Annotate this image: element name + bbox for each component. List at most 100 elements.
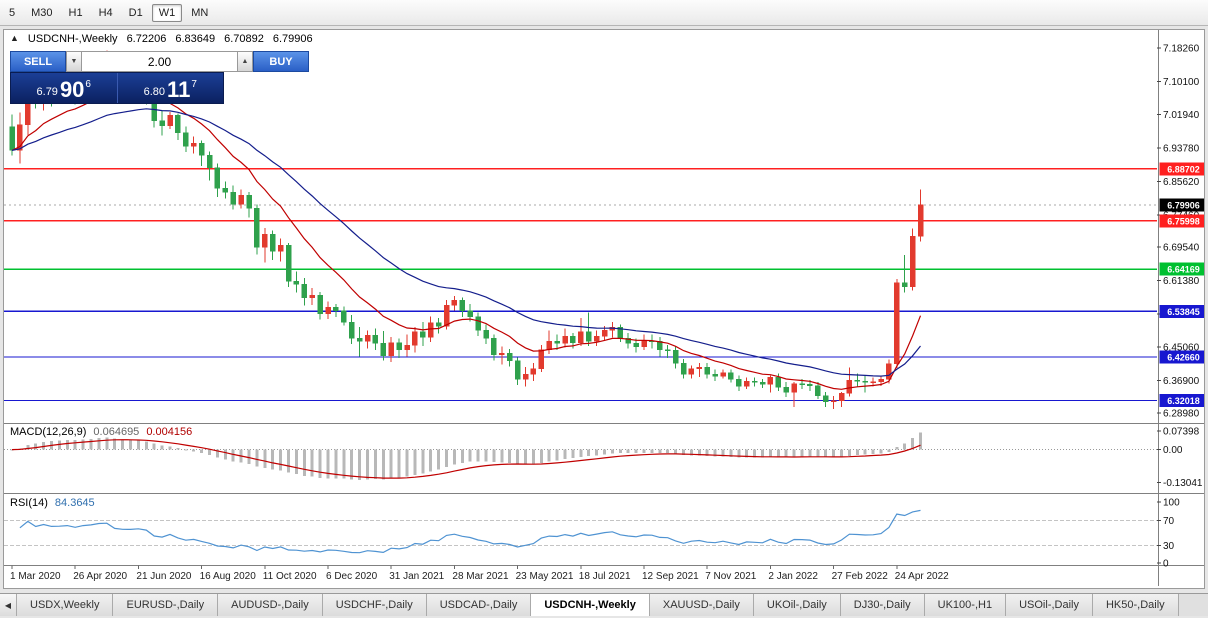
candle-body <box>546 341 552 350</box>
macd-histogram-bar <box>705 449 709 457</box>
tab-audusd-daily[interactable]: AUDUSD-,Daily <box>218 594 323 616</box>
macd-header: MACD(12,26,9) 0.064695 0.004156 <box>10 426 192 438</box>
candle-body <box>451 299 458 306</box>
macd-histogram-bar <box>682 449 685 455</box>
candle-body <box>356 338 363 342</box>
macd-histogram-bar <box>468 449 472 462</box>
symbol-ohlc-header: ▲ USDCNH-,Weekly 6.72206 6.83649 6.70892… <box>10 33 313 45</box>
time-axis-label: 11 Oct 2020 <box>263 571 317 582</box>
timeframe-button-W1[interactable]: W1 <box>151 3 183 22</box>
buy-price-display[interactable]: 6.80 11 7 <box>116 73 224 103</box>
macd-histogram-bar <box>745 449 749 458</box>
timeframe-button-D1[interactable]: D1 <box>128 6 143 19</box>
tab-usdcad-daily[interactable]: USDCAD-,Daily <box>426 594 532 616</box>
candle-body <box>17 124 23 151</box>
candle-body <box>743 380 750 387</box>
tab-usoil-daily[interactable]: USOil-,Daily <box>1006 594 1093 616</box>
macd-histogram-bar <box>658 449 662 453</box>
candle-body <box>443 305 450 327</box>
candle-body <box>641 340 647 347</box>
macd-histogram-bar <box>484 449 488 462</box>
timeframe-button-H4[interactable]: H4 <box>98 6 113 19</box>
buy-button[interactable]: BUY <box>253 51 309 72</box>
tab-uk100-h1[interactable]: UK100-,H1 <box>924 594 1007 616</box>
macd-histogram-bar <box>816 449 820 457</box>
macd-histogram-bar <box>697 449 701 456</box>
candle-body <box>467 310 473 318</box>
tabs-scroll-left-button[interactable]: ◀ <box>0 594 17 616</box>
price-badge-6.32018 <box>1159 394 1204 408</box>
macd-histogram-bar <box>919 432 922 450</box>
macd-histogram-bar <box>334 449 338 479</box>
candle-body <box>254 208 260 248</box>
candle-body <box>459 299 466 311</box>
macd-histogram-bar <box>689 449 693 456</box>
price-badge-6.88702-text: 6.88702 <box>1167 164 1200 174</box>
macd-histogram-bar <box>445 449 448 467</box>
macd-histogram-bar <box>73 439 77 450</box>
candle-body <box>372 334 379 344</box>
rsi-value: 84.3645 <box>54 497 95 509</box>
candle-body <box>838 393 845 401</box>
buy-price-base: 6.80 <box>143 86 166 98</box>
candle-body <box>688 368 695 375</box>
macd-histogram-bar <box>579 449 583 457</box>
price-tick-label: 6.45060 <box>1163 343 1200 354</box>
macd-histogram-bar <box>168 446 172 450</box>
macd-histogram-bar <box>302 449 306 476</box>
candle-body <box>427 322 434 338</box>
timeframe-button-M30[interactable]: M30 <box>31 6 53 19</box>
price-badge-6.64169-text: 6.64169 <box>1167 265 1200 275</box>
macd-histogram-bar <box>792 449 796 457</box>
macd-histogram-bar <box>176 448 180 450</box>
scroll-left-icon: ◀ <box>4 600 12 610</box>
tab-usdx-weekly[interactable]: USDX,Weekly <box>17 594 114 616</box>
candle-body <box>909 236 916 288</box>
macd-histogram-bar <box>397 449 401 478</box>
tab-usdchf-daily[interactable]: USDCHF-,Daily <box>322 594 427 616</box>
macd-histogram-bar <box>595 449 599 456</box>
candle-body <box>341 310 347 323</box>
time-axis-label: 7 Nov 2021 <box>705 571 757 582</box>
tab-eurusd-daily[interactable]: EURUSD-,Daily <box>113 594 219 616</box>
time-axis-label: 21 Jun 2020 <box>136 571 191 582</box>
time-axis-label: 18 Jul 2021 <box>579 571 631 582</box>
timeframe-button-5[interactable]: 5 <box>9 6 16 19</box>
price-tick-label: 6.61380 <box>1163 276 1200 287</box>
candle-body <box>246 195 252 209</box>
sell-price-display[interactable]: 6.79 90 6 <box>11 73 117 103</box>
macd-histogram-bar <box>42 441 46 450</box>
price-tick-label: 6.93780 <box>1163 144 1200 155</box>
macd-histogram-bar <box>500 449 504 463</box>
price-chart-canvas[interactable]: 7.182607.101007.019406.937806.856206.774… <box>4 30 1204 586</box>
candle-body <box>601 330 608 337</box>
candle-body <box>625 338 631 344</box>
candle-body <box>262 233 268 248</box>
candle-body <box>767 377 774 385</box>
volume-input[interactable] <box>81 51 238 72</box>
chart-window[interactable]: 7.182607.101007.019406.937806.856206.774… <box>3 29 1205 589</box>
timeframe-button-MN[interactable]: MN <box>191 6 209 19</box>
volume-decrease-button[interactable]: ▼ <box>66 51 81 72</box>
rsi-axis-label: 30 <box>1163 541 1175 552</box>
candle-body <box>388 342 394 356</box>
tab-usdcnh-weekly[interactable]: USDCNH-,Weekly <box>531 594 650 616</box>
tab-hk50-daily[interactable]: HK50-,Daily <box>1092 594 1179 616</box>
candle-body <box>333 307 339 311</box>
macd-histogram-bar <box>160 445 164 450</box>
tab-dj30-daily[interactable]: DJ30-,Daily <box>840 594 925 616</box>
ohlc-open: 6.72206 <box>126 33 167 45</box>
macd-histogram-bar <box>516 449 520 464</box>
volume-increase-button[interactable]: ▲ <box>238 51 253 72</box>
tab-xauusd-daily[interactable]: XAUUSD-,Daily <box>649 594 754 616</box>
timeframe-button-H1[interactable]: H1 <box>68 6 83 19</box>
tab-ukoil-daily[interactable]: UKOil-,Daily <box>753 594 841 616</box>
time-axis-label: 28 Mar 2021 <box>452 571 509 582</box>
ma-fast-line <box>11 91 922 390</box>
macd-histogram-bar <box>737 449 741 458</box>
time-axis-label: 2 Jan 2022 <box>768 571 818 582</box>
rsi-header: RSI(14) 84.3645 <box>10 497 95 509</box>
sell-button[interactable]: SELL <box>10 51 66 72</box>
candle-body <box>664 349 671 351</box>
price-tick-label: 6.69540 <box>1163 243 1200 254</box>
